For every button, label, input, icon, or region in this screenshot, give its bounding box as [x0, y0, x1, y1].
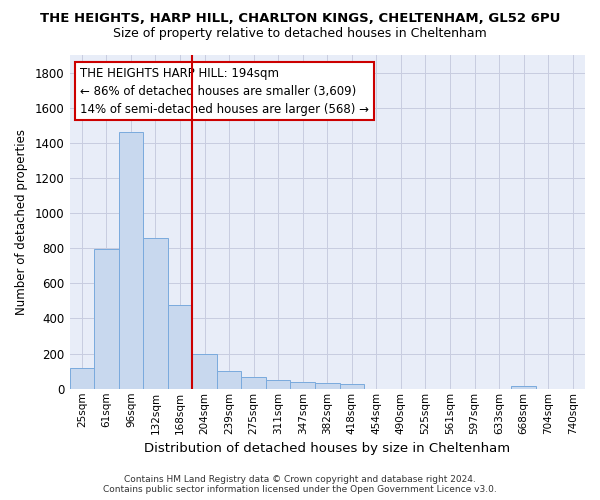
Bar — [511, 386, 536, 389]
Bar — [192, 354, 217, 389]
Bar — [266, 380, 290, 389]
Bar — [70, 368, 94, 389]
Bar — [241, 378, 266, 389]
Bar — [119, 132, 143, 389]
Text: Size of property relative to detached houses in Cheltenham: Size of property relative to detached ho… — [113, 28, 487, 40]
Bar — [340, 384, 364, 389]
Bar — [143, 238, 168, 389]
Bar — [290, 382, 315, 389]
Text: THE HEIGHTS, HARP HILL, CHARLTON KINGS, CHELTENHAM, GL52 6PU: THE HEIGHTS, HARP HILL, CHARLTON KINGS, … — [40, 12, 560, 26]
X-axis label: Distribution of detached houses by size in Cheltenham: Distribution of detached houses by size … — [144, 442, 511, 455]
Y-axis label: Number of detached properties: Number of detached properties — [15, 129, 28, 315]
Bar — [94, 249, 119, 389]
Bar — [217, 371, 241, 389]
Text: Contains HM Land Registry data © Crown copyright and database right 2024.
Contai: Contains HM Land Registry data © Crown c… — [103, 474, 497, 494]
Text: THE HEIGHTS HARP HILL: 194sqm
← 86% of detached houses are smaller (3,609)
14% o: THE HEIGHTS HARP HILL: 194sqm ← 86% of d… — [80, 66, 369, 116]
Bar — [315, 383, 340, 389]
Bar — [168, 306, 192, 389]
